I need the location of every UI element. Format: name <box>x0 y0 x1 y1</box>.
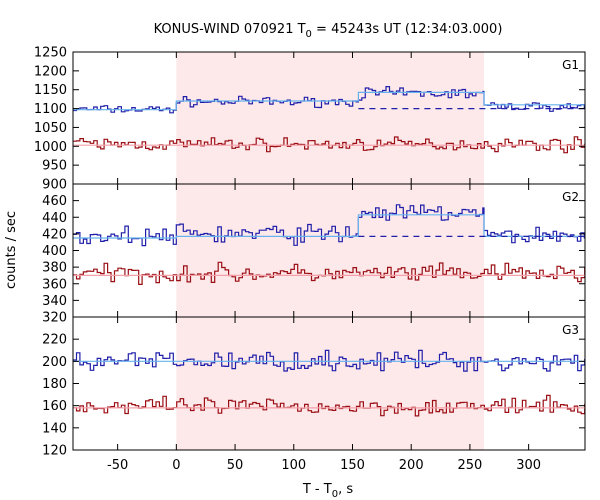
y-tick-label: 400 <box>42 244 67 259</box>
panel-label: G1 <box>562 58 579 72</box>
series-high-g2 <box>73 204 585 247</box>
y-tick-label: 1200 <box>34 64 67 79</box>
x-axis-ticks: -50 0 50 100 150 200 250 300 <box>107 458 541 473</box>
x-axis-title: T - T0, s <box>302 482 353 500</box>
chart-title: KONUS-WIND 070921 T0 = 45243s UT (12:34:… <box>154 22 503 40</box>
y-tick-label: 340 <box>42 294 67 309</box>
y-tick-label: 1000 <box>34 140 67 155</box>
y-tick-label: 1250 <box>34 46 67 61</box>
x-tick-label: 200 <box>399 458 424 473</box>
fit-high-g1 <box>73 91 585 111</box>
y-tick-label: 120 <box>42 444 67 459</box>
y-tick-label: 1100 <box>34 102 67 117</box>
y-tick-label: 180 <box>42 377 67 392</box>
series-low-g1 <box>73 136 586 154</box>
y-tick-label: 140 <box>42 421 67 436</box>
y-tick-label: 220 <box>42 333 67 348</box>
series-low-g3 <box>73 394 586 417</box>
y-tick-label: 200 <box>42 355 67 370</box>
series-high-g3 <box>73 349 586 372</box>
y-tick-label: 420 <box>42 227 67 242</box>
highlight-interval <box>176 184 485 317</box>
fit-high-g2 <box>73 214 585 239</box>
highlight-interval <box>176 52 485 184</box>
y-tick-label: 380 <box>42 261 67 276</box>
panel-g1: 900 950 1000 1050 1100 1150 1200 1250 G1 <box>34 46 586 193</box>
highlight-interval <box>176 317 485 450</box>
x-tick-label: 0 <box>172 458 180 473</box>
panel-g3: 120 140 160 180 200 220 G3 <box>42 316 586 459</box>
panels-group: 900 950 1000 1050 1100 1150 1200 1250 G1 320 340 36… <box>34 46 586 459</box>
x-tick-label: 300 <box>516 458 541 473</box>
panel-label: G2 <box>562 190 579 204</box>
y-tick-label: 320 <box>42 311 67 326</box>
x-tick-label: 250 <box>458 458 483 473</box>
series-low-g2 <box>73 261 586 285</box>
x-tick-label: 100 <box>281 458 306 473</box>
x-tick-label: -50 <box>107 458 128 473</box>
y-tick-label: 1050 <box>34 121 67 136</box>
y-tick-label: 950 <box>42 159 67 174</box>
y-tick-label: 460 <box>42 194 67 209</box>
y-tick-label: 160 <box>42 399 67 414</box>
y-axis-title: counts / sec <box>4 211 19 289</box>
y-tick-label: 440 <box>42 211 67 226</box>
y-tick-label: 900 <box>42 178 67 193</box>
y-tick-label: 360 <box>42 277 67 292</box>
panel-label: G3 <box>562 323 579 337</box>
x-tick-label: 50 <box>227 458 244 473</box>
x-tick-label: 150 <box>340 458 365 473</box>
y-tick-label: 1150 <box>34 83 67 98</box>
